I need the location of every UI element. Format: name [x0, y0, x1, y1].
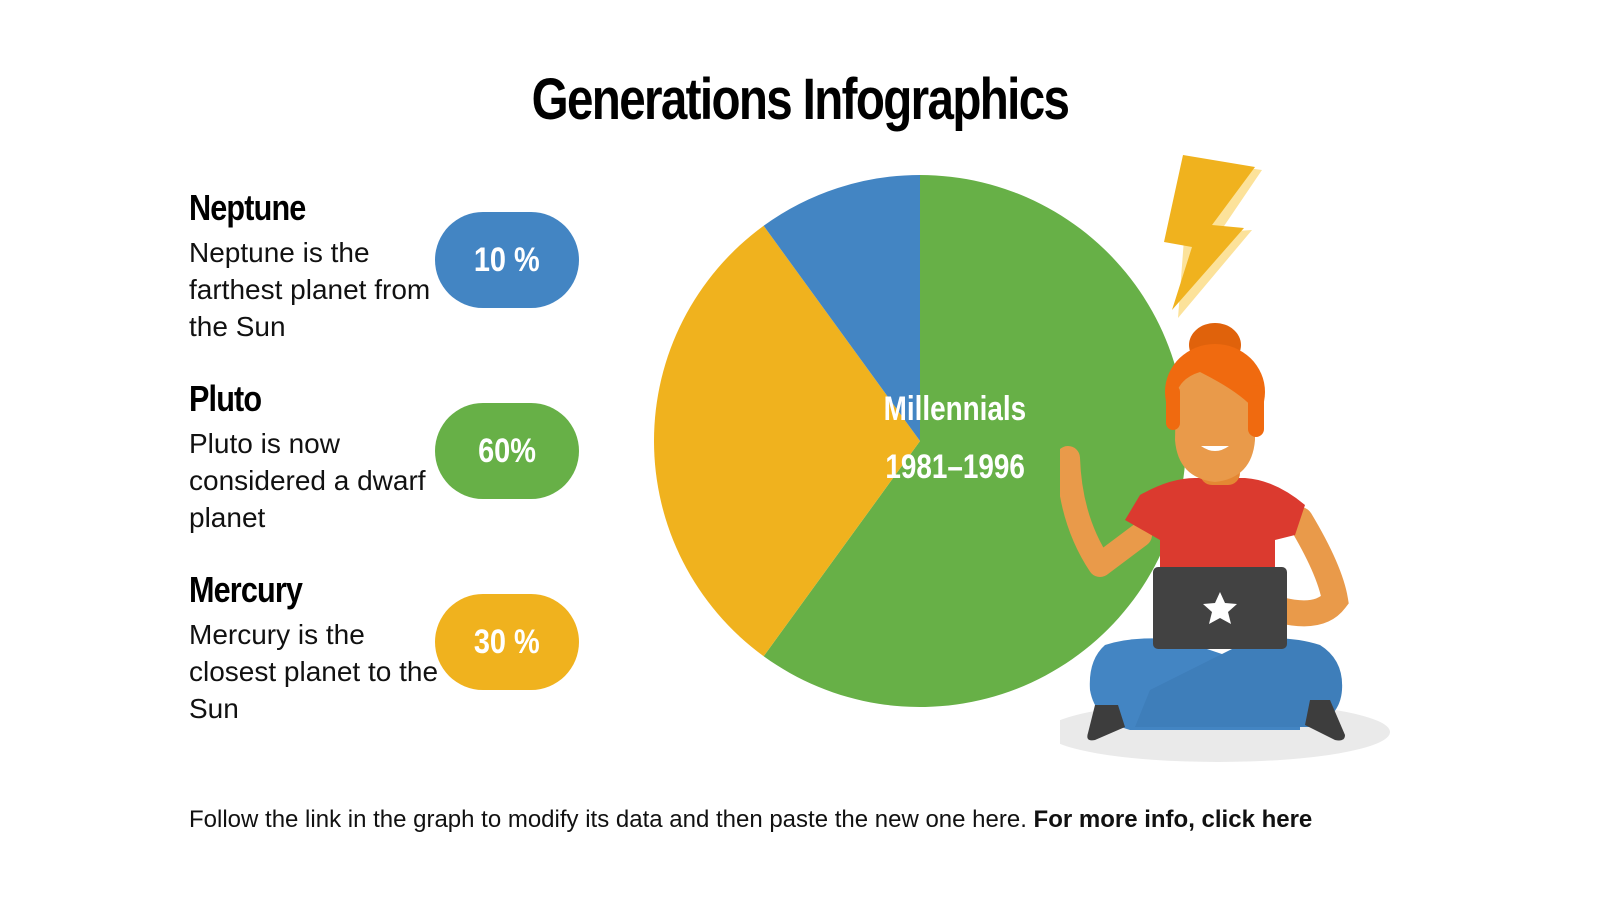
smile	[1201, 446, 1229, 451]
hair-side	[1248, 385, 1264, 437]
footer-note: Follow the link in the graph to modify i…	[189, 806, 1312, 834]
pie-center-label-years: 1981–1996	[885, 448, 1025, 486]
pie-slice-pluto	[763, 175, 1186, 707]
legend-item-mercury: Mercury Mercury is the closest planet to…	[189, 570, 439, 727]
pie-center-label-title: Millennials	[883, 390, 1027, 428]
right-shoe	[1305, 700, 1345, 741]
face	[1175, 372, 1255, 482]
percentage-badge-pluto: 60%	[435, 403, 579, 499]
percentage-value: 10 %	[474, 240, 540, 279]
percentage-badge-mercury: 30 %	[435, 594, 579, 690]
page-title: Generations Infographics	[531, 67, 1070, 132]
item-description: Neptune is the farthest planet from the …	[189, 237, 431, 342]
right-arm	[1267, 507, 1349, 627]
raised-arm	[1060, 446, 1152, 577]
item-description: Pluto is now considered a dwarf planet	[189, 428, 426, 533]
jeans-right	[1135, 638, 1343, 727]
pie-slice-neptune	[763, 175, 920, 441]
item-heading: Mercury	[189, 569, 303, 610]
item-heading: Neptune	[189, 187, 306, 228]
lightning-bolt-icon	[1164, 155, 1262, 318]
percentage-value: 30 %	[474, 622, 540, 661]
legend-item-pluto: Pluto Pluto is now considered a dwarf pl…	[189, 379, 439, 536]
hair-side-left	[1166, 385, 1180, 430]
legend-item-neptune: Neptune Neptune is the farthest planet f…	[189, 188, 439, 345]
percentage-value: 60%	[478, 431, 536, 470]
percentage-badge-neptune: 10 %	[435, 212, 579, 308]
pie-chart	[654, 175, 1186, 707]
red-shirt	[1125, 478, 1305, 580]
item-heading: Pluto	[189, 378, 262, 419]
woman-with-laptop-illustration	[1060, 155, 1390, 762]
footer-text: Follow the link in the graph to modify i…	[189, 806, 1034, 833]
star-icon	[1203, 592, 1237, 624]
more-info-link[interactable]: For more info, click here	[1033, 806, 1313, 833]
item-description: Mercury is the closest planet to the Sun	[189, 619, 439, 724]
pie-slice-mercury	[654, 225, 920, 657]
left-shoe	[1087, 705, 1125, 741]
